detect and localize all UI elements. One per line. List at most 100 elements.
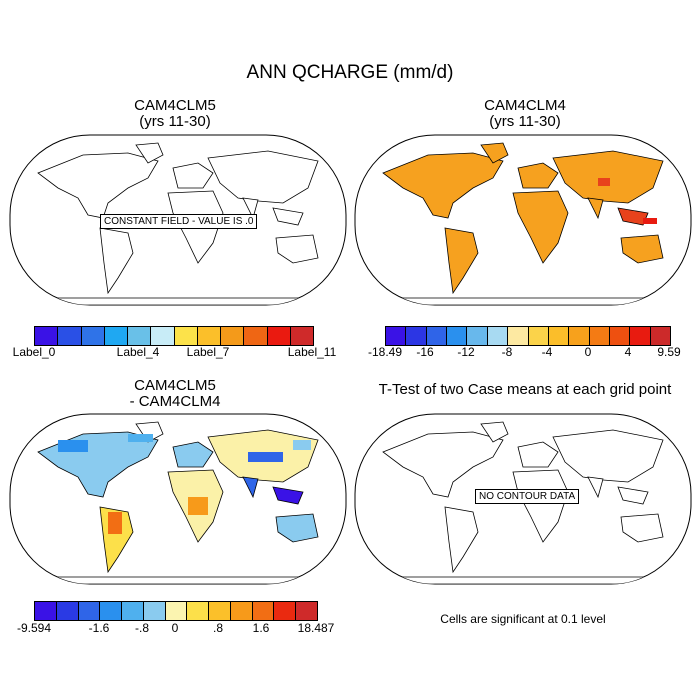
colorbar-label: Label_0: [12, 345, 56, 359]
antarctica-shape: [392, 297, 654, 305]
colorbar-label: -.8: [134, 621, 150, 635]
top-left-title-line1: CAM4CLM5: [134, 97, 216, 114]
bottom-left-title-line1: CAM4CLM5: [134, 377, 216, 394]
colorbar-swatch: [274, 602, 297, 620]
colorbar-swatch: [174, 327, 198, 345]
colorbar-swatch: [386, 327, 407, 345]
no-contour-message: NO CONTOUR DATA: [475, 489, 580, 504]
page-title: ANN QCHARGE (mm/d): [246, 62, 454, 83]
top-right-title-line1: CAM4CLM4: [484, 97, 566, 114]
colorbar-swatch: [487, 327, 509, 345]
difference-patches: [58, 434, 311, 534]
europe-shape: [172, 162, 214, 189]
colorbar-swatch: [426, 327, 448, 345]
colorbar-top-left-labels: Label_0 Label_4 Label_7 Label_11: [13, 345, 337, 361]
se-asia-shape: [617, 486, 649, 505]
bottom-left-title-line2: - CAM4CLM4: [129, 393, 221, 410]
colorbar-label: 0: [584, 345, 592, 359]
colorbar-bottom-left-labels: -9.594 -1.6 -.8 0 .8 1.6 18.487: [17, 621, 334, 637]
bottom-left-panel-title: CAM4CLM5 - CAM4CLM4: [80, 378, 270, 410]
colorbar-swatch: [630, 327, 651, 345]
europe-shape: [172, 441, 214, 468]
colorbar-swatch: [151, 327, 175, 345]
colorbar-swatch: [78, 602, 101, 620]
africa-shape: [512, 190, 569, 264]
colorbar-swatch: [508, 327, 529, 345]
colorbar-label: -16: [416, 345, 434, 359]
map-bottom-left: [9, 413, 347, 585]
australia-shape: [275, 234, 319, 264]
australia-shape: [620, 513, 664, 543]
colorbar-swatch: [81, 327, 105, 345]
colorbar-swatch: [267, 327, 291, 345]
north-america-shape: [382, 152, 504, 219]
colorbar-label: Label_11: [287, 345, 337, 359]
asia-shape: [207, 150, 319, 204]
colorbar-swatch: [406, 327, 427, 345]
se-asia-shape: [272, 207, 304, 226]
australia-shape: [275, 513, 319, 543]
colorbar-label: -12: [457, 345, 475, 359]
colorbar-swatch: [467, 327, 488, 345]
colorbar-top-right-labels: -18.49 -16 -12 -8 -4 0 4 9.59: [368, 345, 681, 361]
bottom-right-panel-title: T-Test of two Case means at each grid po…: [378, 381, 672, 398]
map-top-right: [354, 134, 692, 306]
colorbar-swatch: [569, 327, 590, 345]
colorbar-label: 1.6: [252, 621, 270, 635]
colorbar-label: -8: [501, 345, 513, 359]
se-asia-shape: [272, 486, 304, 505]
colorbar-swatch: [221, 327, 245, 345]
top-left-title-line2: (yrs 11-30): [139, 113, 211, 130]
greenland-shape: [480, 421, 509, 443]
colorbar-swatch: [165, 602, 188, 620]
india-shape: [242, 197, 259, 220]
colorbar-swatch: [197, 327, 221, 345]
colorbar-swatch: [58, 327, 82, 345]
europe-shape: [517, 441, 559, 468]
colorbar-swatch: [35, 602, 57, 620]
antarctica-shape: [392, 576, 654, 584]
colorbar-label: -9.594: [16, 621, 52, 635]
india-shape: [587, 197, 604, 220]
colorbar-swatch: [56, 602, 79, 620]
constant-field-message: CONSTANT FIELD - VALUE IS .0: [100, 214, 258, 229]
colorbar-swatch: [35, 327, 59, 345]
colorbar-swatch: [128, 327, 152, 345]
south-america-shape: [444, 506, 479, 574]
colorbar-swatch: [548, 327, 570, 345]
colorbar-label: -4: [541, 345, 553, 359]
colorbar-swatch: [296, 602, 317, 620]
colorbar-swatch: [209, 602, 231, 620]
colorbar-swatch: [244, 327, 268, 345]
colorbar-swatch: [100, 602, 123, 620]
colorbar-swatch: [230, 602, 253, 620]
north-america-shape: [382, 431, 504, 498]
colorbar-swatch: [187, 602, 210, 620]
top-right-panel-title: CAM4CLM4 (yrs 11-30): [440, 98, 610, 130]
colorbar-label: 18.487: [297, 621, 335, 635]
india-shape: [587, 476, 604, 499]
colorbar-label: .8: [212, 621, 224, 635]
europe-shape: [517, 162, 559, 189]
antarctica-shape: [47, 297, 309, 305]
colorbar-swatch: [104, 327, 128, 345]
colorbar-label: 0: [171, 621, 179, 635]
top-right-title-line2: (yrs 11-30): [489, 113, 561, 130]
colorbar-swatch: [447, 327, 468, 345]
colorbar-label: 4: [624, 345, 632, 359]
se-asia-shape: [617, 207, 649, 226]
antarctica-shape: [47, 576, 309, 584]
australia-shape: [620, 234, 664, 264]
greenland-shape: [480, 142, 509, 164]
colorbar-swatch: [290, 327, 313, 345]
colorbar-swatch: [252, 602, 275, 620]
significance-note: Cells are significant at 0.1 level: [440, 612, 606, 626]
asia-shape: [552, 150, 664, 204]
colorbar-label: Label_7: [186, 345, 230, 359]
colorbar-swatch: [122, 602, 144, 620]
asia-shape: [552, 429, 664, 483]
colorbar-label: Label_4: [116, 345, 160, 359]
colorbar-swatch: [650, 327, 671, 345]
colorbar-label: -18.49: [367, 345, 403, 359]
top-left-panel-title: CAM4CLM5 (yrs 11-30): [90, 98, 260, 130]
